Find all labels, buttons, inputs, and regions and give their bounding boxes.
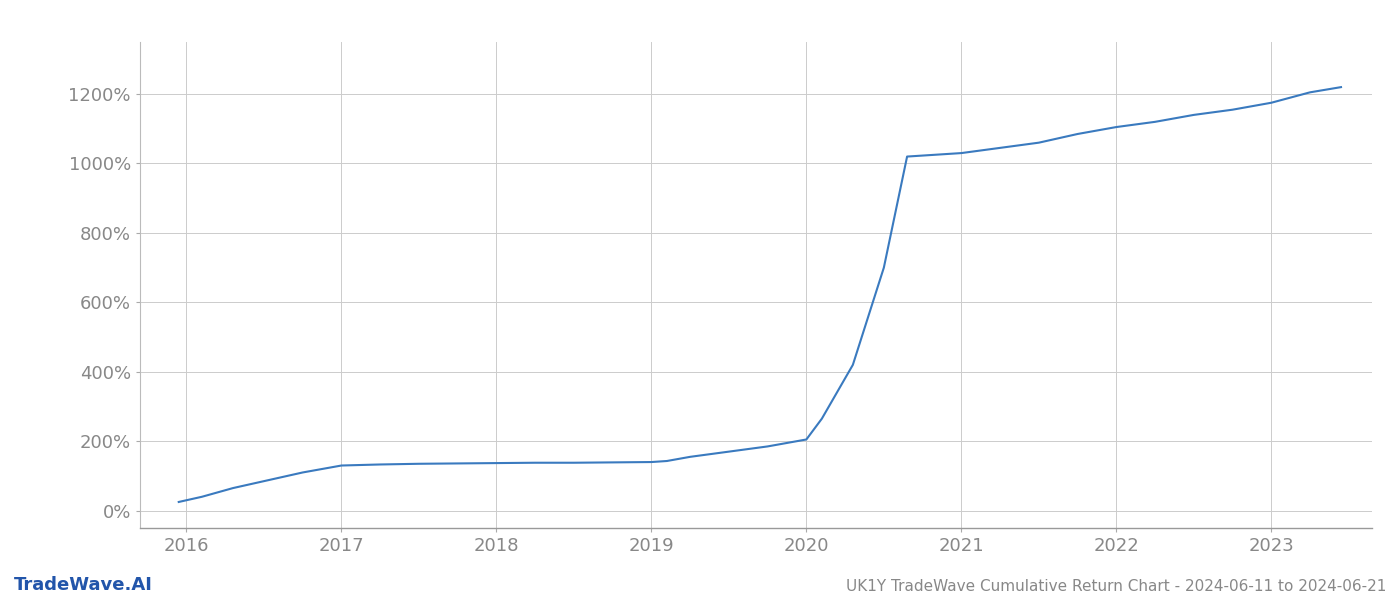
Text: TradeWave.AI: TradeWave.AI bbox=[14, 576, 153, 594]
Text: UK1Y TradeWave Cumulative Return Chart - 2024-06-11 to 2024-06-21: UK1Y TradeWave Cumulative Return Chart -… bbox=[846, 579, 1386, 594]
